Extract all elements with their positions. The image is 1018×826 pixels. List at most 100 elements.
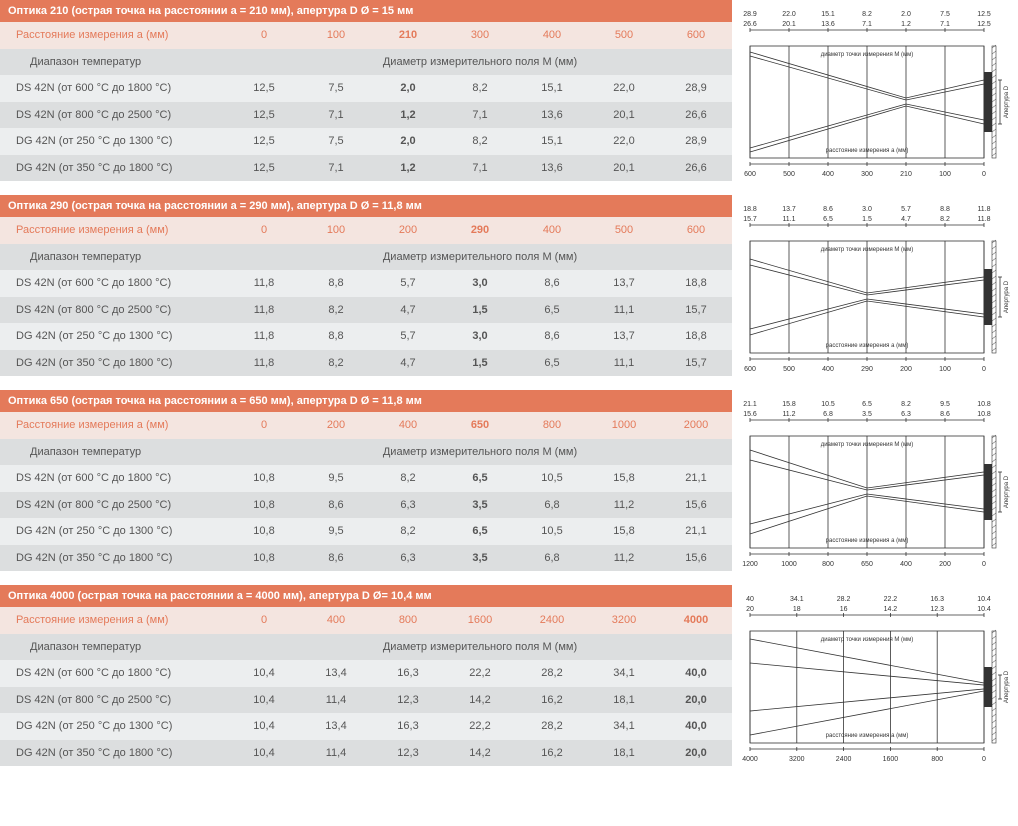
value-cell: 8,8 [300, 330, 372, 342]
svg-text:22.2: 22.2 [884, 596, 898, 603]
svg-text:500: 500 [783, 171, 795, 178]
section-title: Оптика 290 (острая точка на расстоянии a… [0, 195, 732, 217]
svg-text:200: 200 [939, 561, 951, 568]
value-cell: 7,1 [300, 162, 372, 174]
distance-cell: 1000 [588, 419, 660, 431]
value-cell: 13,6 [516, 162, 588, 174]
value-cell: 20,0 [660, 694, 732, 706]
value-cell: 16,2 [516, 694, 588, 706]
value-cell: 6,3 [372, 499, 444, 511]
beam-diagram: Апертура D18.813.78.63.05.78.811.815.711… [732, 195, 1018, 389]
value-cell: 4,7 [372, 357, 444, 369]
value-cell: 11,1 [588, 304, 660, 316]
value-cell: 11,8 [228, 357, 300, 369]
svg-text:6.8: 6.8 [823, 411, 833, 418]
value-cell: 4,7 [372, 304, 444, 316]
svg-text:2.0: 2.0 [901, 11, 911, 18]
data-row: DS 42N (от 800 °C до 2500 °C)12,57,11,27… [0, 102, 732, 129]
value-cell: 9,5 [300, 472, 372, 484]
distance-cell: 0 [228, 224, 300, 236]
value-cell: 15,7 [660, 304, 732, 316]
value-cell: 9,5 [300, 525, 372, 537]
distance-header-row: Расстояние измерения a (мм)0200400650800… [0, 412, 732, 439]
data-row: DS 42N (от 800 °C до 2500 °C)10,88,66,33… [0, 492, 732, 519]
temp-range-label: Диапазон температур [0, 56, 228, 68]
value-cell: 21,1 [660, 472, 732, 484]
svg-text:Апертура D: Апертура D [1004, 475, 1010, 508]
subheader-row: Диапазон температурДиаметр измерительног… [0, 49, 732, 76]
data-row: DG 42N (от 350 °C до 1800 °C)10,88,66,33… [0, 545, 732, 572]
subheader-row: Диапазон температурДиаметр измерительног… [0, 439, 732, 466]
row-label: DS 42N (от 800 °C до 2500 °C) [0, 109, 228, 121]
svg-text:2400: 2400 [836, 756, 852, 763]
svg-text:6.3: 6.3 [901, 411, 911, 418]
value-cell: 11,8 [228, 330, 300, 342]
svg-text:0: 0 [982, 171, 986, 178]
data-row: DS 42N (от 600 °C до 1800 °C)11,88,85,73… [0, 270, 732, 297]
value-cell: 40,0 [660, 667, 732, 679]
value-cell: 8,2 [444, 82, 516, 94]
distance-header-row: Расстояние измерения a (мм)0100200290400… [0, 217, 732, 244]
distance-label: Расстояние измерения a (мм) [0, 614, 228, 626]
value-cell: 18,1 [588, 747, 660, 759]
value-cell: 15,1 [516, 135, 588, 147]
svg-text:12.5: 12.5 [977, 11, 991, 18]
value-cell: 21,1 [660, 525, 732, 537]
value-cell: 8,8 [300, 277, 372, 289]
data-row: DS 42N (от 600 °C до 1800 °C)12,57,52,08… [0, 75, 732, 102]
value-cell: 3,5 [444, 499, 516, 511]
row-label: DG 42N (от 350 °C до 1800 °C) [0, 552, 228, 564]
svg-text:400: 400 [900, 561, 912, 568]
value-cell: 16,3 [372, 720, 444, 732]
temp-range-label: Диапазон температур [0, 446, 228, 458]
svg-text:1000: 1000 [781, 561, 797, 568]
svg-text:600: 600 [744, 366, 756, 373]
svg-text:800: 800 [822, 561, 834, 568]
value-cell: 6,3 [372, 552, 444, 564]
svg-text:26.6: 26.6 [743, 21, 757, 28]
svg-text:6.5: 6.5 [823, 216, 833, 223]
svg-text:3.0: 3.0 [862, 206, 872, 213]
value-cell: 18,1 [588, 694, 660, 706]
svg-text:600: 600 [744, 171, 756, 178]
value-cell: 6,8 [516, 499, 588, 511]
value-cell: 12,5 [228, 109, 300, 121]
value-cell: 14,2 [444, 747, 516, 759]
table-area: Оптика 4000 (острая точка на расстоянии … [0, 585, 732, 779]
row-label: DG 42N (от 250 °C до 1300 °C) [0, 135, 228, 147]
value-cell: 1,2 [372, 109, 444, 121]
subheader-row: Диапазон температурДиаметр измерительног… [0, 634, 732, 661]
data-row: DS 42N (от 800 °C до 2500 °C)11,88,24,71… [0, 297, 732, 324]
svg-text:18: 18 [793, 606, 801, 613]
svg-text:расстояние измерения a (мм): расстояние измерения a (мм) [826, 148, 909, 154]
svg-text:8.2: 8.2 [901, 401, 911, 408]
value-cell: 34,1 [588, 667, 660, 679]
value-cell: 20,1 [588, 109, 660, 121]
svg-text:1600: 1600 [883, 756, 899, 763]
data-row: DG 42N (от 250 °C до 1300 °C)12,57,52,08… [0, 128, 732, 155]
svg-text:1.2: 1.2 [901, 21, 911, 28]
distance-cell: 400 [516, 29, 588, 41]
value-cell: 6,5 [516, 357, 588, 369]
svg-text:20.1: 20.1 [782, 21, 796, 28]
distance-cell: 0 [228, 614, 300, 626]
svg-text:Апертура D: Апертура D [1004, 280, 1010, 313]
value-cell: 16,3 [372, 667, 444, 679]
beam-diagram: Апертура D4034.128.222.216.310.420181614… [732, 585, 1018, 779]
svg-text:400: 400 [822, 171, 834, 178]
distance-cell: 2000 [660, 419, 732, 431]
svg-text:1200: 1200 [742, 561, 758, 568]
data-row: DS 42N (от 800 °C до 2500 °C)10,411,412,… [0, 687, 732, 714]
data-row: DG 42N (от 350 °C до 1800 °C)11,88,24,71… [0, 350, 732, 377]
value-cell: 15,1 [516, 82, 588, 94]
distance-cell: 210 [372, 29, 444, 41]
value-cell: 18,8 [660, 277, 732, 289]
svg-text:0: 0 [982, 756, 986, 763]
svg-text:10.4: 10.4 [977, 596, 991, 603]
svg-text:11.2: 11.2 [782, 411, 795, 418]
svg-text:28.9: 28.9 [743, 11, 757, 18]
value-cell: 11,2 [588, 552, 660, 564]
distance-cell: 300 [444, 29, 516, 41]
value-cell: 7,1 [444, 162, 516, 174]
svg-text:14.2: 14.2 [884, 606, 898, 613]
